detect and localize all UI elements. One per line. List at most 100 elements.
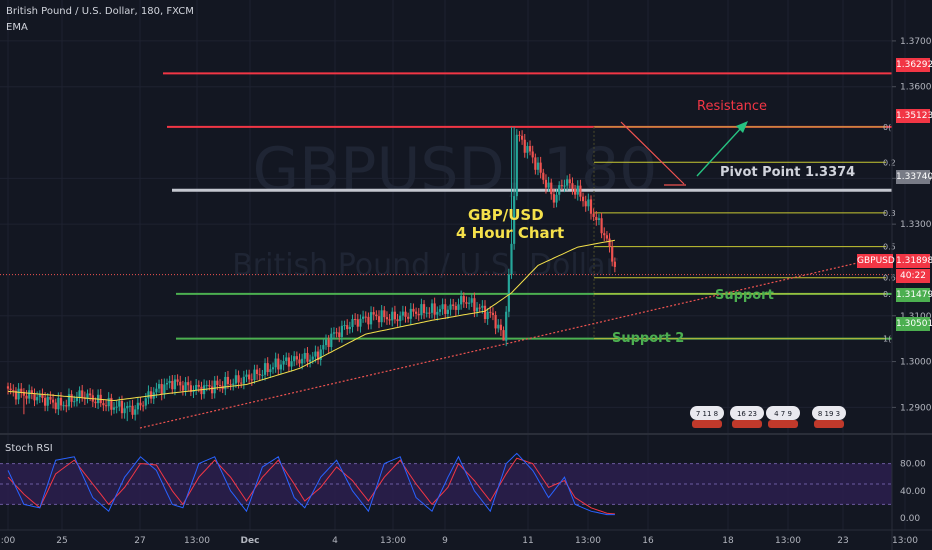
candle-body (17, 388, 20, 400)
stoch-axis-tick: 80.00 (900, 460, 926, 470)
candle-body (502, 330, 505, 341)
candle-body (274, 358, 277, 368)
candle-body (536, 162, 540, 170)
candle-body (412, 308, 415, 312)
candle-body (242, 376, 245, 384)
candle-body (348, 326, 351, 330)
candle-body (44, 397, 47, 406)
event-badge-label: 4 7 9 (774, 410, 792, 418)
candle-body (332, 332, 336, 334)
candle-body (33, 394, 36, 401)
candle-body (388, 319, 391, 321)
news-flag-icon[interactable] (766, 406, 800, 420)
candle-body (475, 307, 479, 312)
price-tag-red-top: 1.36292 (896, 58, 932, 72)
candle-body (81, 390, 84, 398)
candle-body (12, 389, 15, 391)
candle-body (155, 388, 158, 393)
candle-body (258, 374, 261, 376)
pivot-point-label: Pivot Point 1.3374 (720, 165, 856, 180)
candlesticks (6, 127, 616, 422)
candle-body (197, 384, 200, 387)
news-flag-icon[interactable] (730, 406, 764, 420)
candle-body (568, 179, 571, 184)
candle-body (20, 388, 23, 392)
candle-body (566, 179, 569, 186)
candle-body (279, 364, 283, 370)
candle-body (552, 194, 555, 203)
candle-body (49, 396, 52, 400)
price-tag-resistance: 1.35123 (896, 109, 932, 123)
price-axis-tick: 1.33000 (900, 220, 932, 230)
candle-body (316, 351, 320, 360)
candle-body (218, 385, 222, 387)
candle-body (120, 400, 124, 414)
price-axis-tick: 1.30000 (900, 358, 932, 368)
candle-body (574, 188, 577, 195)
candle-body (25, 395, 28, 399)
candle-body (460, 296, 463, 305)
chart-grid (0, 0, 906, 530)
candle-body (380, 310, 383, 323)
event-badge[interactable]: 8 19 3 (812, 406, 846, 428)
candle-body (28, 390, 31, 399)
candle-body (356, 319, 359, 327)
news-flag-icon[interactable] (812, 406, 846, 420)
candle-body (181, 385, 184, 391)
candle-body (425, 312, 428, 314)
candle-body (142, 405, 145, 407)
trendlines (139, 121, 893, 429)
candle-body (147, 391, 150, 399)
candle-body (587, 199, 590, 207)
stoch-k-line (7, 452, 615, 516)
candle-body (192, 390, 195, 393)
candle-body (526, 146, 529, 153)
candle-body (287, 357, 290, 367)
candle-body (319, 349, 322, 360)
event-badge[interactable]: 7 11 8 (690, 406, 724, 428)
watermark-symbol: GBPUSD, 180 (253, 135, 658, 205)
price-axis-tick: 1.37000 (900, 37, 932, 47)
candle-body (409, 308, 412, 319)
candle-body (367, 316, 370, 325)
candle-body (579, 185, 582, 197)
candle-body (30, 390, 33, 395)
candle-body (94, 401, 97, 404)
candle-body (285, 357, 288, 361)
candle-body (59, 397, 63, 406)
candle-body (494, 314, 497, 329)
candle-body (195, 384, 198, 391)
candle-body (444, 304, 447, 314)
candle-body (449, 304, 452, 310)
ema-indicator-label[interactable]: EMA (6, 22, 28, 33)
candle-body (375, 314, 378, 317)
candle-body (491, 312, 495, 315)
candle-body (86, 393, 89, 400)
candle-body (592, 213, 595, 217)
candle-body (558, 185, 561, 195)
candle-body (110, 397, 113, 410)
news-flag-icon[interactable] (690, 406, 724, 420)
stoch-rsi-label[interactable]: Stoch RSI (5, 443, 53, 454)
candle-body (581, 196, 585, 202)
resistance-label: Resistance (697, 99, 768, 114)
candle-body (369, 312, 373, 325)
candle-body (263, 363, 267, 375)
candle-body (507, 274, 510, 312)
symbol-title[interactable]: British Pound / U.S. Dollar, 180, FXCM (6, 6, 194, 17)
candle-body (597, 218, 601, 220)
candle-body (266, 363, 269, 373)
time-axis-tick: 4 (332, 536, 338, 546)
candle-body (171, 380, 174, 390)
event-badge[interactable]: 16 23 (730, 406, 764, 428)
candle-body (293, 356, 296, 362)
candle-body (144, 398, 147, 406)
time-axis-tick: 13:00 (575, 536, 601, 546)
candle-body (62, 405, 65, 407)
candle-body (6, 386, 10, 389)
candle-body (571, 183, 574, 189)
event-badge[interactable]: 4 7 9 (766, 406, 800, 428)
candle-body (224, 376, 227, 390)
candle-body (240, 382, 243, 384)
